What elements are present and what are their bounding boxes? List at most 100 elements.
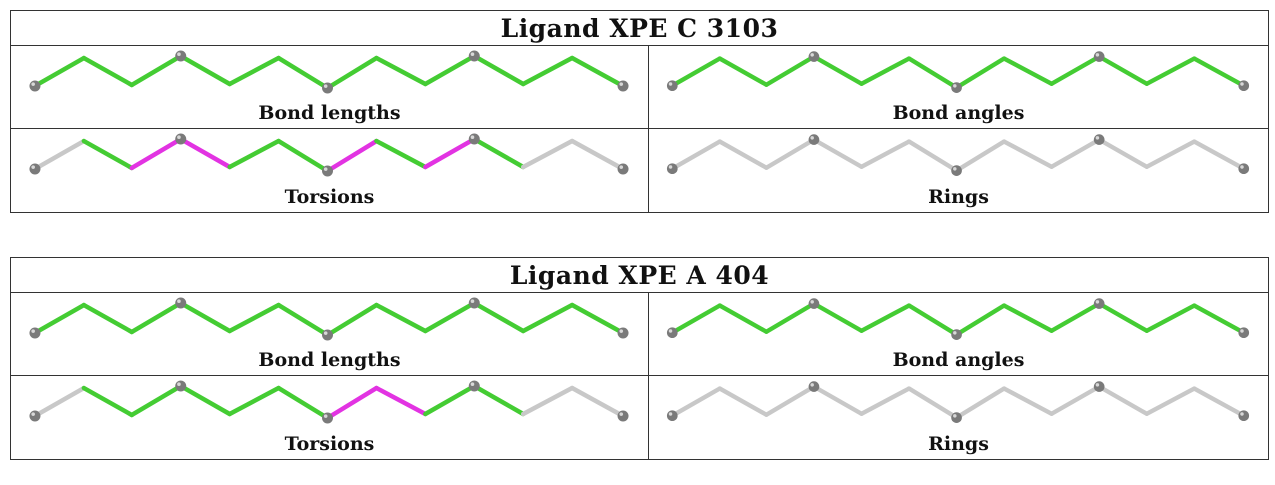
bond-green: [227, 138, 281, 170]
atom-highlight: [953, 331, 957, 335]
panel-bond-lengths: Bond lengths: [11, 293, 649, 376]
atom-highlight: [953, 167, 957, 171]
atom-highlight: [177, 52, 181, 57]
atom-sphere-icon: [468, 50, 480, 62]
bond-green: [325, 55, 379, 91]
atom-highlight: [619, 329, 624, 333]
bond-green: [1049, 54, 1102, 86]
bond-green: [1001, 303, 1054, 333]
bond-green: [906, 303, 959, 337]
atom-sphere-icon: [666, 410, 678, 422]
atom-sphere-icon: [617, 410, 629, 422]
molecule-diagram: [666, 381, 1250, 423]
atom-highlight: [1240, 82, 1244, 86]
bond-gray: [670, 139, 723, 171]
atom-sphere-icon: [951, 329, 962, 340]
bond-green: [129, 53, 183, 88]
atom-sphere-icon: [175, 133, 187, 145]
bond-gray: [717, 386, 769, 417]
atom-sphere-icon: [808, 51, 820, 62]
bond-magenta: [325, 138, 379, 174]
atom-highlight: [810, 136, 814, 140]
bond-green: [764, 54, 817, 87]
bond-green: [717, 303, 769, 334]
molecule-diagram: [29, 380, 629, 424]
bond-green: [1192, 56, 1246, 88]
atom-highlight: [323, 84, 328, 88]
atom-sphere-icon: [808, 134, 820, 145]
atom-highlight: [31, 329, 35, 333]
atom-sphere-icon: [322, 82, 333, 94]
atom-sphere-icon: [808, 298, 820, 309]
bond-gray: [859, 386, 912, 416]
atom-highlight: [470, 52, 475, 57]
atom-sphere-icon: [951, 82, 962, 93]
atom-sphere-icon: [951, 165, 962, 176]
bond-gray: [520, 385, 575, 417]
bond-green: [859, 303, 912, 333]
bond-magenta: [325, 385, 379, 421]
atom-sphere-icon: [468, 133, 480, 145]
atom-sphere-icon: [468, 380, 480, 392]
bond-green: [374, 55, 428, 87]
atom-sphere-icon: [666, 327, 678, 339]
atom-highlight: [668, 165, 673, 169]
bond-green: [227, 385, 281, 417]
atom-highlight: [177, 299, 181, 304]
bond-gray: [670, 386, 723, 418]
atom-sphere-icon: [1238, 80, 1250, 92]
bond-gray: [1001, 386, 1054, 416]
bond-gray: [954, 386, 1007, 420]
atom-highlight: [1095, 383, 1100, 387]
ligand-table-2: Ligand XPE A 404 Bond lengths Bond angle…: [10, 257, 1269, 460]
bond-green: [178, 383, 232, 417]
bond-gray: [1192, 139, 1246, 171]
panel-label: Torsions: [284, 433, 375, 455]
bond-green: [569, 302, 626, 336]
bond-gray: [764, 384, 817, 417]
bond-green: [717, 56, 769, 87]
bond-green: [569, 55, 626, 89]
atom-sphere-icon: [29, 327, 41, 339]
bond-gray: [1049, 384, 1102, 416]
atom-sphere-icon: [617, 327, 629, 339]
panel-bond-angles: Bond angles: [649, 46, 1268, 129]
atom-sphere-icon: [468, 297, 480, 309]
atom-sphere-icon: [1238, 327, 1250, 339]
bond-green: [276, 55, 330, 91]
bond-green: [129, 383, 183, 418]
bond-gray: [906, 386, 959, 420]
atom-sphere-icon: [29, 163, 41, 175]
bond-magenta: [178, 136, 232, 170]
molecule-diagram: [29, 297, 629, 341]
atom-highlight: [668, 82, 673, 86]
atom-highlight: [668, 412, 673, 416]
bond-gray: [32, 385, 87, 419]
panel-rings: Rings: [649, 129, 1268, 212]
atom-sphere-icon: [322, 412, 333, 424]
bond-gray: [1144, 139, 1197, 169]
bond-green: [374, 138, 428, 170]
atom-highlight: [1240, 412, 1244, 416]
bond-green: [954, 303, 1007, 337]
bond-gray: [859, 139, 912, 169]
bond-green: [81, 138, 135, 171]
bond-green: [276, 302, 330, 338]
atom-sphere-icon: [1238, 410, 1250, 422]
atom-highlight: [177, 135, 181, 140]
molecule-diagram: [666, 51, 1250, 93]
atom-highlight: [619, 165, 624, 169]
atom-highlight: [31, 412, 35, 416]
bond-green: [520, 55, 575, 87]
atom-highlight: [1095, 136, 1100, 140]
atom-highlight: [470, 135, 475, 140]
bond-green: [1096, 54, 1149, 86]
bond-green: [764, 301, 817, 334]
bond-green: [325, 302, 379, 338]
atom-highlight: [668, 329, 673, 333]
panel-label: Bond angles: [892, 349, 1025, 371]
atom-sphere-icon: [666, 80, 678, 92]
molecule-diagram: [666, 298, 1250, 340]
bond-green: [32, 302, 87, 336]
panel-label: Bond lengths: [258, 102, 401, 124]
